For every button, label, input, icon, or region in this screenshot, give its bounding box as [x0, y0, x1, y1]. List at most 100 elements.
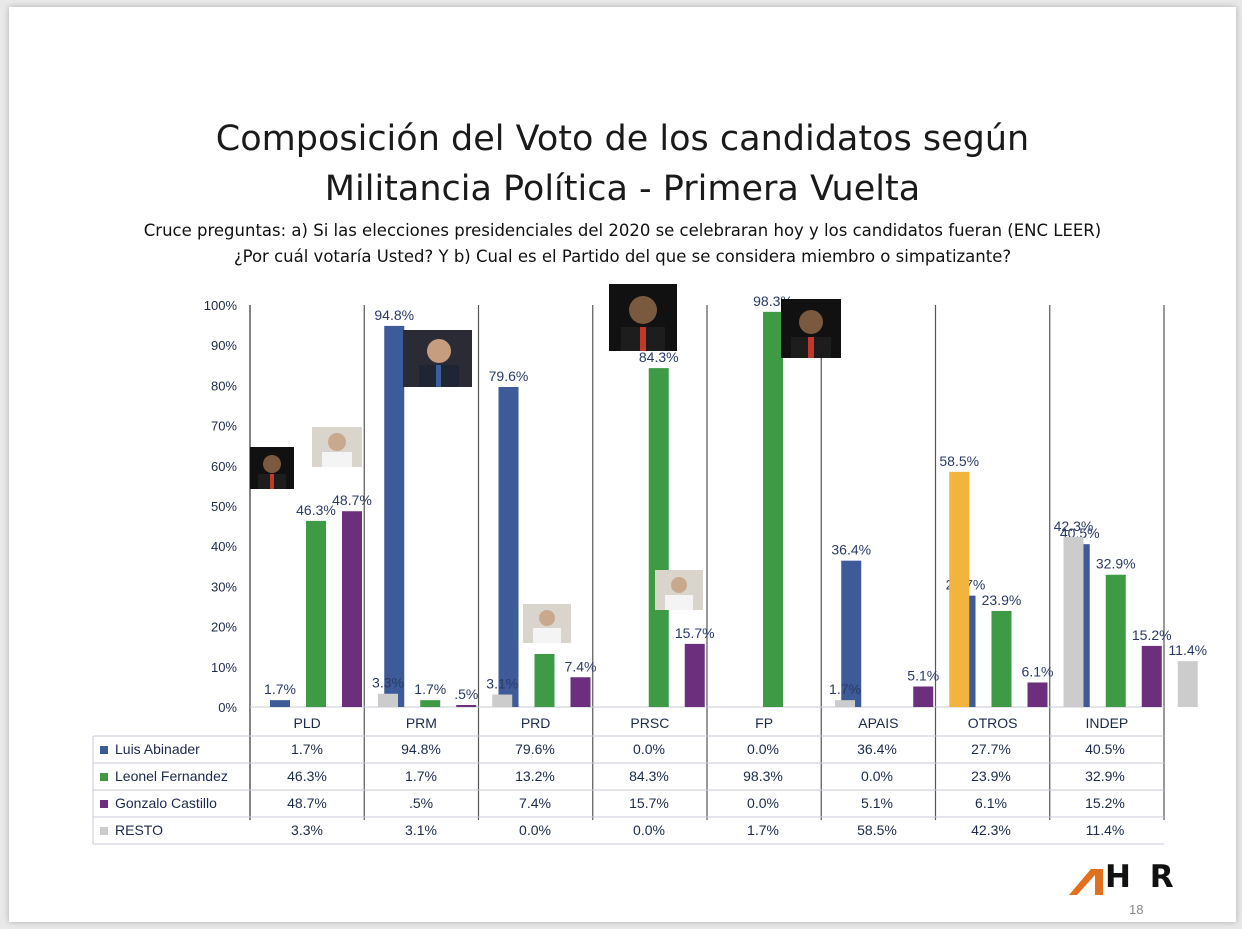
legend-label-resto: RESTO [115, 822, 163, 838]
table-cell: 32.9% [1085, 768, 1125, 784]
bar-luis-abinader [498, 387, 519, 707]
bar-resto [1177, 661, 1198, 707]
table-cell: 48.7% [287, 795, 327, 811]
table-cell: 79.6% [515, 741, 555, 757]
data-label: .5% [454, 686, 478, 702]
data-label: 5.1% [907, 667, 939, 683]
logo-mark-icon [1069, 869, 1103, 895]
title-line-2: Militancia Política - Primera Vuelta [324, 169, 921, 209]
table-cell: 5.1% [861, 795, 893, 811]
y-tick-label: 50% [211, 499, 237, 514]
table-cell: 84.3% [629, 768, 669, 784]
table-cell: 6.1% [975, 795, 1007, 811]
photo-gonzalo-small [312, 427, 362, 467]
table-cell: 94.8% [401, 741, 441, 757]
legend-swatch-abinader [100, 746, 108, 754]
table-row: Leonel Fernandez 46.3% 1.7% 13.2% 84.3% … [93, 763, 1163, 790]
bar-leonel-fernandez [1105, 574, 1126, 707]
y-tick-label: 0% [218, 700, 237, 715]
legend-swatch-leonel [100, 773, 108, 781]
bar-resto [492, 694, 513, 707]
logo-text: H R [1105, 859, 1178, 895]
table-cell: 3.3% [291, 822, 323, 838]
data-label: 79.6% [489, 368, 529, 384]
table-cell: 23.9% [971, 768, 1011, 784]
y-tick-label: 90% [211, 338, 237, 353]
category-label: PRD [521, 715, 551, 731]
table-cell: 0.0% [747, 795, 779, 811]
table-cell: 7.4% [519, 795, 551, 811]
y-tick-label: 100% [204, 298, 238, 313]
slide: Composición del Voto de los candidatos s… [9, 7, 1236, 922]
y-tick-label: 70% [211, 419, 237, 434]
table-cell: 0.0% [519, 822, 551, 838]
bar-gonzalo-castillo [684, 643, 705, 707]
category-label: PRSC [630, 715, 669, 731]
data-label: 48.7% [332, 492, 372, 508]
data-label: 1.7% [414, 681, 446, 697]
table-cell: 1.7% [291, 741, 323, 757]
table-cell: 27.7% [971, 741, 1011, 757]
bar-chart: 0% 10% 20% 30% 40% 50% 60% 70% 80% 90% 100% PLD PRM P… [92, 293, 1207, 845]
bar-gonzalo-castillo [1141, 645, 1162, 707]
bar-resto [949, 471, 970, 707]
photo-abinader [403, 330, 472, 387]
photo-leonel-fp [781, 299, 841, 358]
data-label: 36.4% [831, 542, 871, 558]
data-label: 11.4% [1168, 642, 1207, 658]
bar-gonzalo-castillo [342, 511, 362, 707]
bar-resto [1063, 536, 1084, 707]
category-label: INDEP [1085, 715, 1128, 731]
table-cell: 42.3% [971, 822, 1011, 838]
category-label: APAIS [858, 715, 898, 731]
legend-label-abinader: Luis Abinader [115, 741, 200, 757]
data-label: 1.7% [829, 681, 861, 697]
bar-resto [835, 700, 855, 707]
data-label: 23.9% [982, 592, 1022, 608]
bar-leonel-fernandez [420, 700, 441, 707]
data-label: 3.3% [372, 675, 404, 691]
bar-gonzalo-castillo [570, 677, 591, 707]
data-label: 42.3% [1054, 518, 1094, 534]
data-label: 84.3% [639, 349, 679, 365]
bar-leonel-fernandez [306, 520, 326, 707]
table-cell: .5% [408, 795, 434, 811]
y-tick-label: 20% [211, 620, 237, 635]
data-label: 15.7% [675, 625, 715, 641]
page-number: 18 [1129, 902, 1144, 917]
photo-leonel-small [250, 447, 294, 489]
table-cell: 0.0% [861, 768, 893, 784]
data-label: 58.5% [939, 453, 979, 469]
y-tick-label: 30% [211, 579, 237, 594]
bar-luis-abinader [841, 560, 862, 707]
bar-gonzalo-castillo [913, 686, 934, 707]
table-cell: 3.1% [405, 822, 437, 838]
table-cell: 15.2% [1085, 795, 1125, 811]
table-cell: 40.5% [1085, 741, 1125, 757]
table-row: Luis Abinader 1.7% 94.8% 79.6% 0.0% 0.0%… [93, 736, 1163, 763]
data-label: 1.7% [264, 681, 296, 697]
category-label: PLD [294, 715, 321, 731]
table-cell: 58.5% [857, 822, 897, 838]
bar-leonel-fernandez [991, 610, 1012, 707]
category-label: OTROS [968, 715, 1018, 731]
legend-label-gonzalo: Gonzalo Castillo [115, 795, 217, 811]
category-label: FP [755, 715, 773, 731]
subtitle-line-2: ¿Por cuál votaría Usted? Y b) Cual es el… [233, 247, 1012, 266]
bar-luis-abinader [270, 700, 290, 707]
table-row: Gonzalo Castillo 48.7% .5% 7.4% 15.7% 0.… [93, 790, 1163, 817]
y-tick-label: 40% [211, 539, 237, 554]
photo-gonzalo-prd [523, 604, 571, 643]
y-tick-label: 80% [211, 378, 237, 393]
data-label: 94.8% [374, 307, 414, 323]
photo-leonel-prsc [609, 284, 677, 351]
table-cell: 0.0% [633, 741, 665, 757]
table-cell: 1.7% [405, 768, 437, 784]
table-cell: 0.0% [747, 741, 779, 757]
data-label: 6.1% [1022, 663, 1054, 679]
table-cell: 13.2% [515, 768, 555, 784]
bar-gonzalo-castillo [456, 704, 477, 707]
data-label: 32.9% [1096, 556, 1136, 572]
data-label: 46.3% [296, 502, 336, 518]
title-line-1: Composición del Voto de los candidatos s… [215, 119, 1030, 159]
